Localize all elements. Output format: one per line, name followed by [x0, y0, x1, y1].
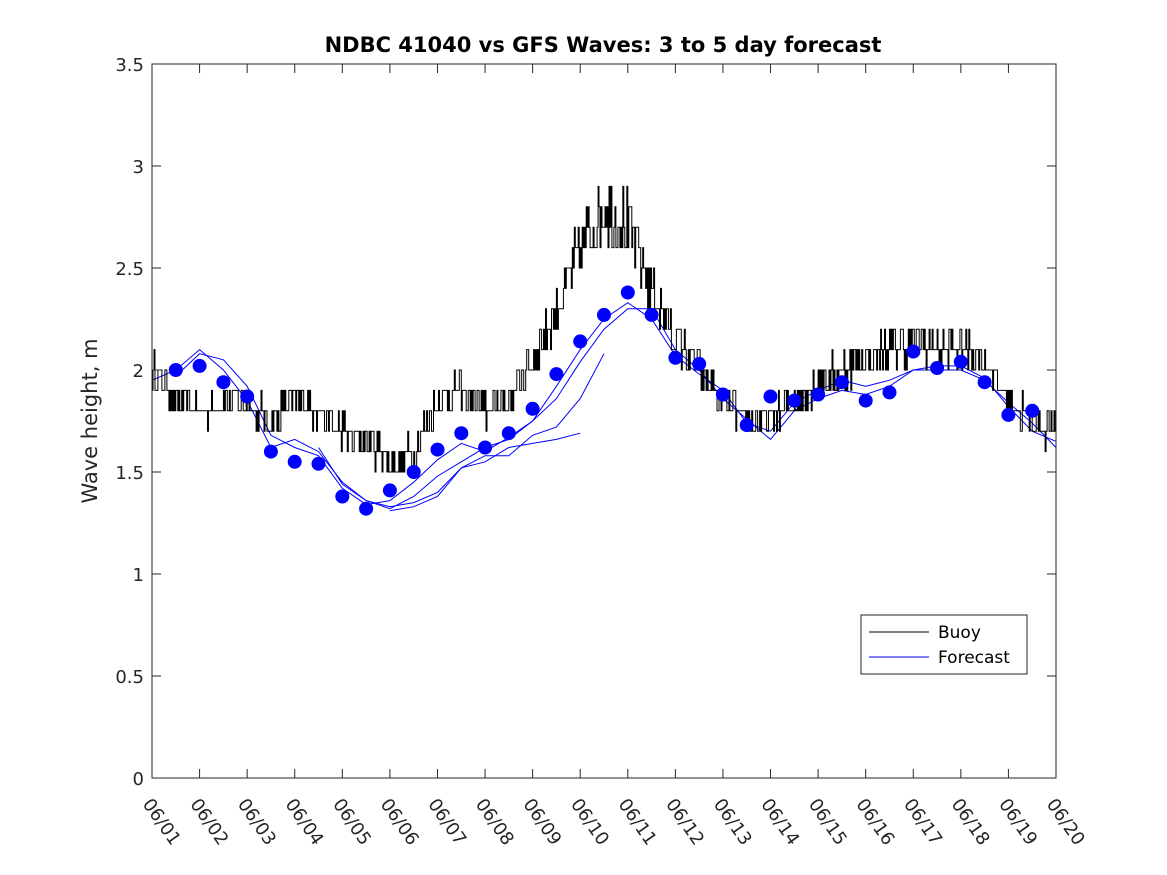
- x-tick-label: 06/12: [661, 795, 708, 850]
- forecast-point: [287, 454, 302, 469]
- forecast-point: [168, 363, 183, 377]
- x-tick-label: 06/03: [233, 795, 280, 850]
- x-tick-label: 06/07: [423, 795, 470, 850]
- y-tick-label: 3: [133, 157, 144, 178]
- x-tick-label: 06/05: [328, 795, 375, 850]
- forecast-point: [953, 354, 968, 369]
- y-tick-label: 0.5: [115, 667, 144, 688]
- x-tick-label: 06/06: [376, 795, 423, 850]
- series-layer: [151, 185, 1057, 516]
- forecast-point: [644, 307, 659, 322]
- forecast-point: [763, 389, 778, 404]
- x-tick-label: 06/11: [614, 795, 661, 850]
- forecast-point: [549, 367, 564, 382]
- forecast-point: [311, 456, 326, 471]
- buoy-line: [152, 185, 1056, 473]
- forecast-point: [573, 334, 588, 349]
- forecast-line-2: [151, 348, 605, 508]
- legend: Buoy Forecast: [860, 614, 1028, 675]
- y-axis-label: Wave height, m: [78, 338, 102, 503]
- x-tick-label: 06/18: [947, 795, 994, 850]
- forecast-point: [882, 385, 897, 400]
- forecast-point: [359, 501, 374, 516]
- legend-forecast-label: Forecast: [938, 648, 1010, 668]
- y-tick-label: 2: [133, 361, 144, 382]
- forecast-point: [597, 307, 611, 322]
- forecast-point: [858, 393, 873, 408]
- legend-buoy-label: Buoy: [938, 623, 981, 643]
- x-tick-label: 06/15: [804, 795, 851, 850]
- forecast-point: [811, 387, 826, 402]
- legend-box: [860, 614, 1028, 675]
- forecast-point: [1001, 407, 1016, 422]
- forecast-point: [620, 285, 635, 300]
- axes-box: [151, 63, 1057, 779]
- forecast-point: [834, 375, 849, 390]
- y-tick-label: 3.5: [115, 55, 144, 76]
- forecast-point: [739, 418, 754, 433]
- forecast-point: [382, 483, 397, 498]
- y-tick-label: 1: [133, 565, 144, 586]
- x-tick-label: 06/13: [709, 795, 756, 850]
- forecast-point: [787, 393, 802, 408]
- plot-area: 00.511.522.533.506/01 06/02 06/03 06/04 06/0…: [115, 55, 1089, 849]
- forecast-point: [501, 426, 516, 441]
- forecast-line-4: [389, 432, 581, 512]
- forecast-point: [930, 361, 945, 375]
- x-tick-label: 06/01: [138, 795, 185, 850]
- forecast-point: [715, 387, 730, 402]
- forecast-point: [525, 401, 540, 416]
- chart-title: NDBC 41040 vs GFS Waves: 3 to 5 day fore…: [325, 33, 882, 57]
- y-tick-label: 0: [133, 769, 144, 790]
- forecast-point: [478, 440, 493, 455]
- forecast-point: [430, 442, 445, 457]
- y-tick-label: 2.5: [115, 259, 144, 280]
- x-tick-label: 06/08: [471, 795, 518, 850]
- y-tick-label: 1.5: [115, 463, 144, 484]
- x-tick-label: 06/02: [185, 795, 232, 850]
- x-tick-label: 06/10: [566, 795, 613, 850]
- forecast-point: [216, 375, 231, 390]
- forecast-point: [692, 356, 707, 371]
- x-tick-label: 06/14: [756, 795, 803, 850]
- forecast-point: [1025, 403, 1040, 418]
- forecast-point: [668, 350, 683, 365]
- forecast-point: [263, 444, 278, 459]
- forecast-point: [240, 389, 255, 404]
- forecast-point: [335, 489, 350, 504]
- forecast-point: [977, 375, 992, 390]
- x-tick-label: 06/16: [852, 795, 899, 850]
- x-tick-label: 06/04: [281, 795, 328, 850]
- x-tick-label: 06/20: [1042, 795, 1089, 850]
- forecast-point: [906, 344, 921, 359]
- forecast-point: [454, 426, 469, 441]
- forecast-point: [192, 358, 207, 373]
- x-tick-label: 06/19: [994, 795, 1041, 850]
- forecast-point: [406, 465, 421, 479]
- x-tick-label: 06/09: [519, 795, 566, 850]
- x-tick-label: 06/17: [899, 795, 946, 850]
